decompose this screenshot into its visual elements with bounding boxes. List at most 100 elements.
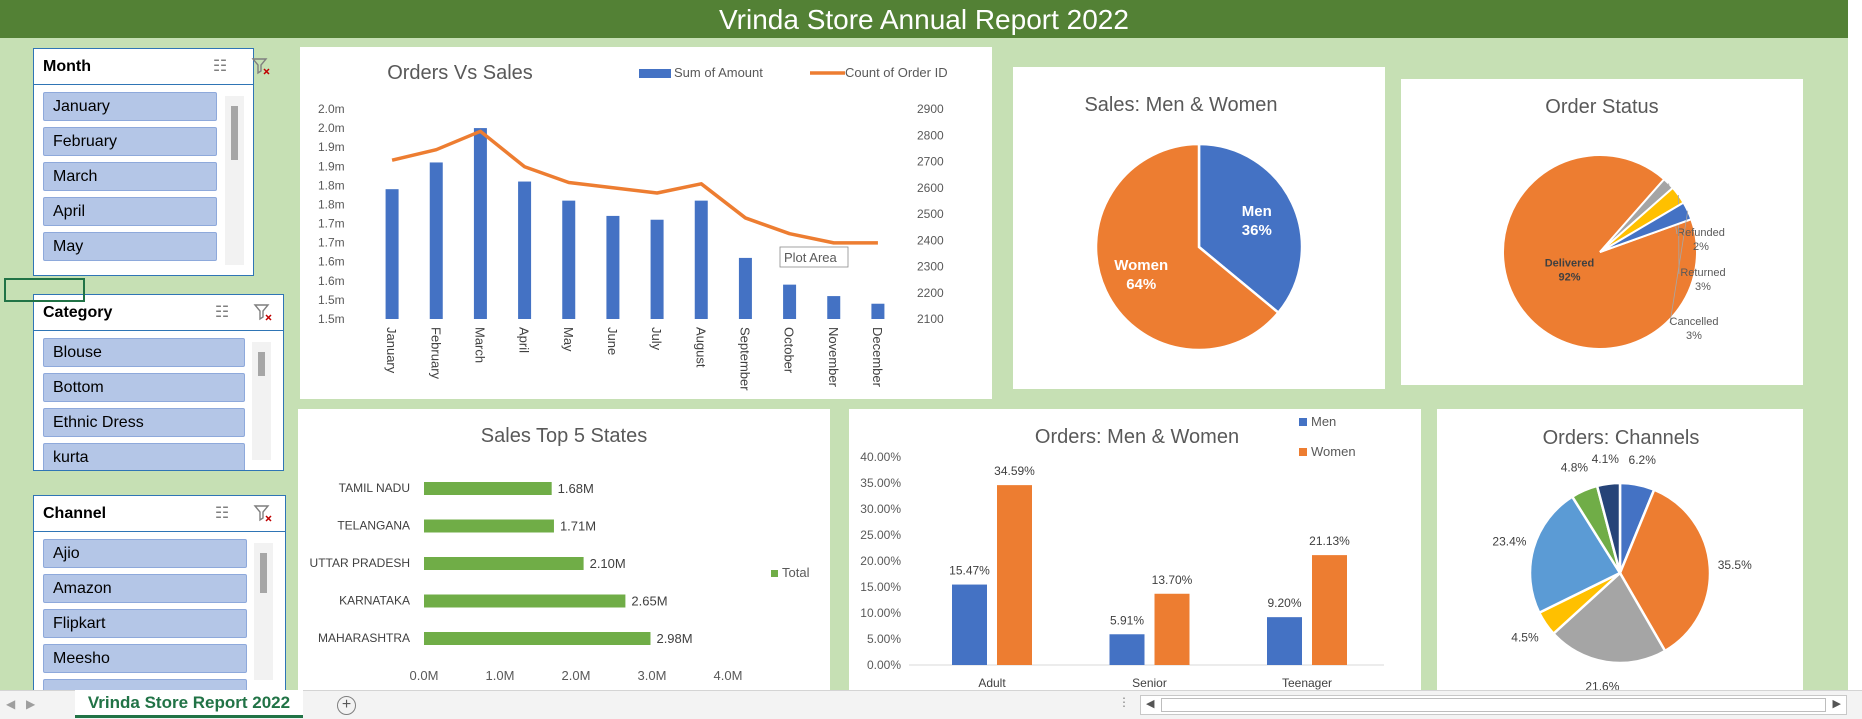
bar-men bbox=[1267, 617, 1302, 665]
x-tick: February bbox=[428, 327, 443, 380]
scroll-left-icon[interactable]: ◀ bbox=[1146, 698, 1155, 710]
slicer-item[interactable]: March bbox=[43, 162, 217, 191]
month-slicer[interactable]: Month ☷ January February March April May bbox=[33, 48, 270, 276]
top-states-chart[interactable]: Sales Top 5 States TAMIL NADU 1.68M TELANGA… bbox=[298, 409, 830, 690]
y-right-tick: 2200 bbox=[917, 286, 944, 300]
clear-filter-icon[interactable] bbox=[250, 56, 272, 78]
slicer-item[interactable]: Meesho bbox=[43, 644, 247, 673]
y-tick: 35.00% bbox=[860, 476, 901, 490]
pie-slice bbox=[1197, 142, 1304, 315]
x-tick: November bbox=[826, 327, 841, 388]
chart-title: Orders: Channels bbox=[1543, 427, 1700, 449]
leader-line bbox=[1669, 210, 1689, 324]
orders-gender-chart[interactable]: Orders: Men & Women Men Women 40.00% 35.00% 3… bbox=[849, 409, 1421, 690]
slicer-item[interactable]: Ethnic Dress bbox=[43, 408, 245, 437]
orders-vs-sales-svg: Orders Vs Sales Sum of Amount Count of Ord… bbox=[318, 62, 948, 391]
x-tick: 4.0M bbox=[714, 668, 743, 683]
multi-select-icon[interactable]: ☷ bbox=[214, 505, 230, 522]
scroll-thumb[interactable] bbox=[231, 106, 238, 160]
y-right-tick: 2600 bbox=[917, 181, 944, 195]
bar-total bbox=[424, 632, 651, 645]
line-count-of-order-id bbox=[391, 129, 878, 245]
pie-slice bbox=[1094, 142, 1281, 352]
slicer-item[interactable]: Ajio bbox=[43, 539, 247, 568]
prev-sheet-icon[interactable]: ◀ bbox=[6, 697, 16, 711]
bar-sum-of-amount bbox=[429, 162, 443, 319]
multi-select-icon[interactable]: ☷ bbox=[214, 304, 230, 321]
legend-swatch bbox=[1299, 418, 1307, 426]
orders-vs-sales-chart[interactable]: Orders Vs Sales Sum of Amount Count of Ord… bbox=[300, 47, 992, 399]
bar-sum-of-amount bbox=[783, 284, 797, 319]
y-tick: 5.00% bbox=[867, 632, 901, 646]
slicer-item-list: Ajio Amazon Flipkart Meesho bbox=[43, 539, 247, 690]
add-sheet-icon[interactable]: + bbox=[337, 696, 356, 715]
slicer-scrollbar[interactable] bbox=[225, 96, 244, 265]
slicer-item[interactable]: Bottom bbox=[43, 373, 245, 402]
slice-label: Men bbox=[1242, 203, 1272, 220]
slice-value: 64% bbox=[1126, 276, 1156, 293]
slicer-item[interactable]: Flipkart bbox=[43, 609, 247, 638]
sheet-tab[interactable]: Vrinda Store Report 2022 bbox=[75, 690, 303, 718]
scroll-thumb[interactable] bbox=[260, 553, 267, 593]
next-sheet-icon[interactable]: ▶ bbox=[26, 697, 36, 711]
bar-sum-of-amount bbox=[738, 257, 752, 319]
clear-filter-icon[interactable] bbox=[252, 302, 274, 324]
y-left-tick: 1.6m bbox=[318, 255, 345, 269]
sales-gender-chart[interactable]: Sales: Men & Women Men 36% Women 64% bbox=[1013, 67, 1385, 389]
x-tick: 0.0M bbox=[410, 668, 439, 683]
bar-women bbox=[1154, 593, 1190, 665]
pie-slice bbox=[1599, 201, 1693, 253]
category-label: TAMIL NADU bbox=[339, 481, 410, 495]
slicer-item[interactable]: kurta bbox=[43, 443, 245, 470]
y-left-tick: 1.9m bbox=[318, 140, 345, 154]
bar-sum-of-amount bbox=[473, 128, 487, 319]
scroll-right-icon[interactable]: ▶ bbox=[1832, 698, 1841, 710]
legend-label: Count of Order ID bbox=[845, 65, 948, 80]
multi-select-icon[interactable]: ☷ bbox=[212, 58, 228, 75]
horizontal-scrollbar[interactable]: ◀ ▶ bbox=[1140, 695, 1847, 715]
legend-label: Men bbox=[1311, 414, 1336, 429]
clear-filter-icon[interactable] bbox=[252, 503, 274, 525]
data-label: 2.65M bbox=[631, 594, 667, 609]
order-status-chart[interactable]: Order Status Delivered 92% Refunded 2% Return… bbox=[1401, 79, 1803, 385]
y-left-tick: 1.7m bbox=[318, 236, 345, 250]
x-tick: Senior bbox=[1132, 676, 1167, 690]
scroll-thumb[interactable] bbox=[258, 352, 265, 376]
y-tick: 0.00% bbox=[867, 658, 901, 672]
bar-total bbox=[424, 519, 554, 533]
slicer-scrollbar[interactable] bbox=[252, 342, 271, 460]
data-label: 1.68M bbox=[558, 481, 594, 496]
category-label: KARNATAKA bbox=[339, 594, 410, 608]
slice-value: 4.5% bbox=[1511, 631, 1539, 645]
slicer-scrollbar[interactable] bbox=[254, 543, 273, 680]
chart-title: Order Status bbox=[1545, 96, 1658, 118]
selected-cell[interactable] bbox=[4, 278, 85, 302]
slicer-item[interactable]: Amazon bbox=[43, 574, 247, 603]
scroll-thumb[interactable] bbox=[1161, 698, 1826, 712]
slicer-item[interactable] bbox=[43, 679, 247, 690]
bar-sum-of-amount bbox=[562, 200, 576, 319]
slicer-item[interactable]: April bbox=[43, 197, 217, 226]
channel-slicer[interactable]: Channel ☷ Ajio Amazon Flipkart Meesho bbox=[33, 495, 286, 690]
bar-total bbox=[424, 482, 552, 495]
chart-title: Sales: Men & Women bbox=[1084, 94, 1277, 116]
pie-slice bbox=[1528, 494, 1622, 615]
category-slicer[interactable]: Category ☷ Blouse Bottom Ethnic Dress ku… bbox=[33, 294, 284, 471]
data-label: 1.71M bbox=[560, 519, 596, 534]
slicer-item[interactable]: February bbox=[43, 127, 217, 156]
more-options-icon[interactable]: ⋮ bbox=[1118, 695, 1130, 709]
tooltip-text: Plot Area bbox=[784, 250, 838, 265]
slicer-title: Channel bbox=[43, 505, 107, 522]
x-tick: January bbox=[384, 327, 399, 374]
slicer-item[interactable]: Blouse bbox=[43, 338, 245, 367]
slicer-item[interactable]: May bbox=[43, 232, 217, 261]
sheet-tab-bar: ◀ ▶ Vrinda Store Report 2022 + ⋮ ◀ ▶ bbox=[0, 690, 1862, 719]
slice-value: 4.8% bbox=[1561, 460, 1589, 474]
y-right-tick: 2700 bbox=[917, 155, 944, 169]
slicer-item[interactable]: January bbox=[43, 92, 217, 121]
slice-label: Refunded bbox=[1677, 227, 1725, 239]
orders-channels-chart[interactable]: Orders: Channels 6.2% 35.5% 21.6% 4.5% 23.4% 4… bbox=[1437, 409, 1803, 694]
slicer-header: Category ☷ bbox=[34, 295, 283, 331]
x-tick: April bbox=[517, 327, 532, 353]
slice-label: Returned bbox=[1680, 267, 1725, 279]
